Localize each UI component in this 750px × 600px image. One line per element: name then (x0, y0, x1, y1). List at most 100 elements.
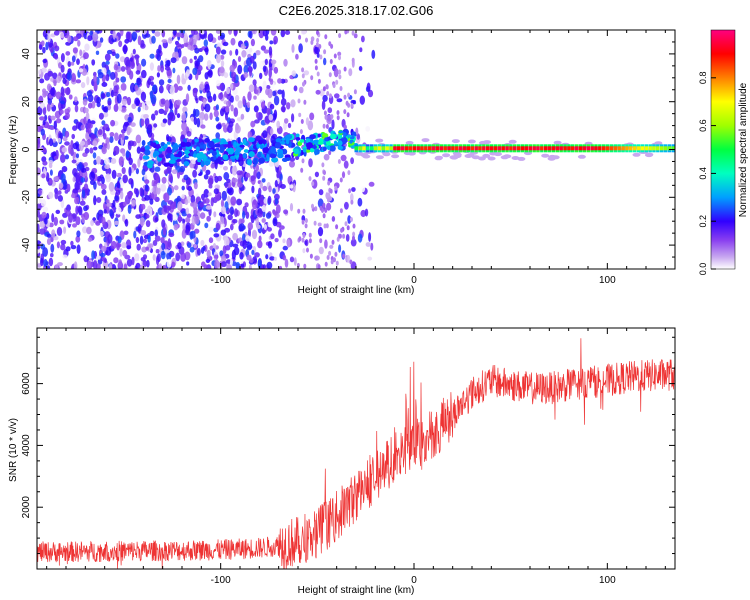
spectrogram-cell (466, 146, 471, 151)
spectrogram-cell (286, 238, 291, 248)
spectrogram-cell (298, 236, 302, 242)
spectrogram-cell (213, 109, 219, 118)
spectrogram-cell (262, 80, 267, 91)
spectrogram-cell (115, 53, 120, 59)
spectrogram-cell (83, 211, 90, 221)
spectrogram-cell (407, 151, 416, 156)
spectrogram-cell (249, 55, 255, 64)
spectrogram-cell (83, 52, 89, 60)
spectrogram-cell (261, 154, 265, 158)
spectrogram-cell (350, 193, 354, 202)
spectrogram-cell (309, 112, 315, 121)
spectrogram-cell (178, 146, 183, 152)
spectrogram-cell (266, 85, 271, 90)
spectrogram-cell (149, 90, 154, 100)
spectrogram-cell (225, 105, 230, 113)
spectrogram-cell (277, 149, 284, 155)
spectrogram-cell (356, 133, 360, 140)
spectrogram-cell (327, 197, 330, 203)
spectrogram-cell (76, 230, 81, 238)
spectrogram-cell (281, 137, 286, 141)
spectrogram-cell (42, 206, 49, 212)
spectrogram-cell (103, 123, 110, 131)
spectrogram-cell (41, 67, 47, 73)
spectrogram-cell (104, 258, 107, 264)
spectrogram-cell (274, 238, 279, 243)
spectrogram-cell (190, 230, 196, 239)
spectrogram-cell (255, 50, 261, 56)
spectrogram-cell (84, 107, 89, 113)
spectrogram-cell (221, 261, 227, 268)
spectrogram-cell (112, 30, 116, 40)
spectrogram-cell (201, 261, 206, 268)
spectrogram-cell (220, 199, 225, 208)
spectrogram-cell (265, 30, 270, 35)
spectrogram-cell (261, 218, 266, 223)
spectrogram-cell (89, 189, 95, 198)
spectrogram-cell (93, 81, 98, 91)
spectrogram-cell (56, 118, 62, 124)
spectrogram-cell (64, 141, 70, 146)
spectrogram-cell (75, 79, 82, 84)
spectrogram-cell (308, 158, 313, 168)
spectrogram-cell (66, 183, 71, 193)
spectrogram-cell (211, 150, 217, 156)
spectrogram-cell (238, 153, 244, 161)
spectrogram-cell (326, 145, 331, 151)
spectrogram-cell (203, 188, 210, 198)
spectrogram-cell (161, 30, 166, 38)
spectrogram-cell (342, 233, 346, 239)
spectrogram-cell (234, 94, 240, 102)
spectrogram-cell (227, 187, 234, 196)
spectrogram-cell (175, 252, 181, 262)
spectrogram-cell (284, 258, 289, 268)
spectrogram-cell (339, 86, 343, 91)
spectrogram-cell (303, 99, 307, 105)
spectrogram-cell (325, 84, 329, 90)
spectrogram-cell (80, 140, 86, 146)
spectrogram-cell (44, 114, 48, 122)
spectrogram-cell (120, 107, 127, 113)
spectrogram-cell (46, 238, 52, 245)
spectrogram-cell (373, 146, 378, 151)
spectrogram-cell (323, 110, 327, 116)
spectrogram-cell (297, 208, 301, 214)
spectrogram-cell (57, 190, 62, 195)
spectrogram-cell (361, 35, 365, 43)
spectrogram-cell (220, 54, 225, 60)
spectrogram-cell (314, 206, 318, 212)
spectrogram-cell (551, 146, 556, 151)
spectrogram-cell (237, 64, 243, 75)
spectrogram-cell (377, 146, 382, 151)
spectrogram-cell (471, 155, 480, 160)
spectrogram-cell (200, 239, 205, 247)
spectrogram-cell (275, 138, 282, 143)
spectrogram-cell (191, 30, 196, 36)
spectrogram-cell (324, 114, 328, 120)
spectrogram-cell (358, 146, 362, 151)
spectrogram-cell (272, 217, 278, 227)
spectrogram-cell (341, 137, 348, 144)
spectrogram-cell (318, 44, 322, 49)
spectrogram-cell (110, 119, 116, 127)
spectrogram-cell (308, 176, 312, 182)
spectrogram-cell (122, 151, 126, 157)
spectrogram-cell (219, 250, 224, 257)
spectrogram-cell (220, 229, 226, 236)
spectrogram-cell (268, 68, 273, 78)
spectrogram-cell (299, 139, 305, 143)
spectrogram-cell (108, 263, 113, 269)
spectrogram-cell (632, 152, 641, 157)
spectrogram-cell (101, 146, 107, 155)
spectrogram-cell (187, 44, 192, 50)
spectrogram-cell (189, 58, 193, 64)
spectrogram-cell (234, 208, 238, 218)
spectrogram-cell (467, 139, 476, 144)
spectrogram-cell (54, 191, 59, 200)
spectrogram-cell (326, 91, 330, 96)
spectrogram-cell (290, 99, 296, 108)
spectrogram-cell (324, 208, 328, 213)
spectrogram-cell (42, 46, 46, 54)
spectrogram-cell (346, 134, 352, 138)
